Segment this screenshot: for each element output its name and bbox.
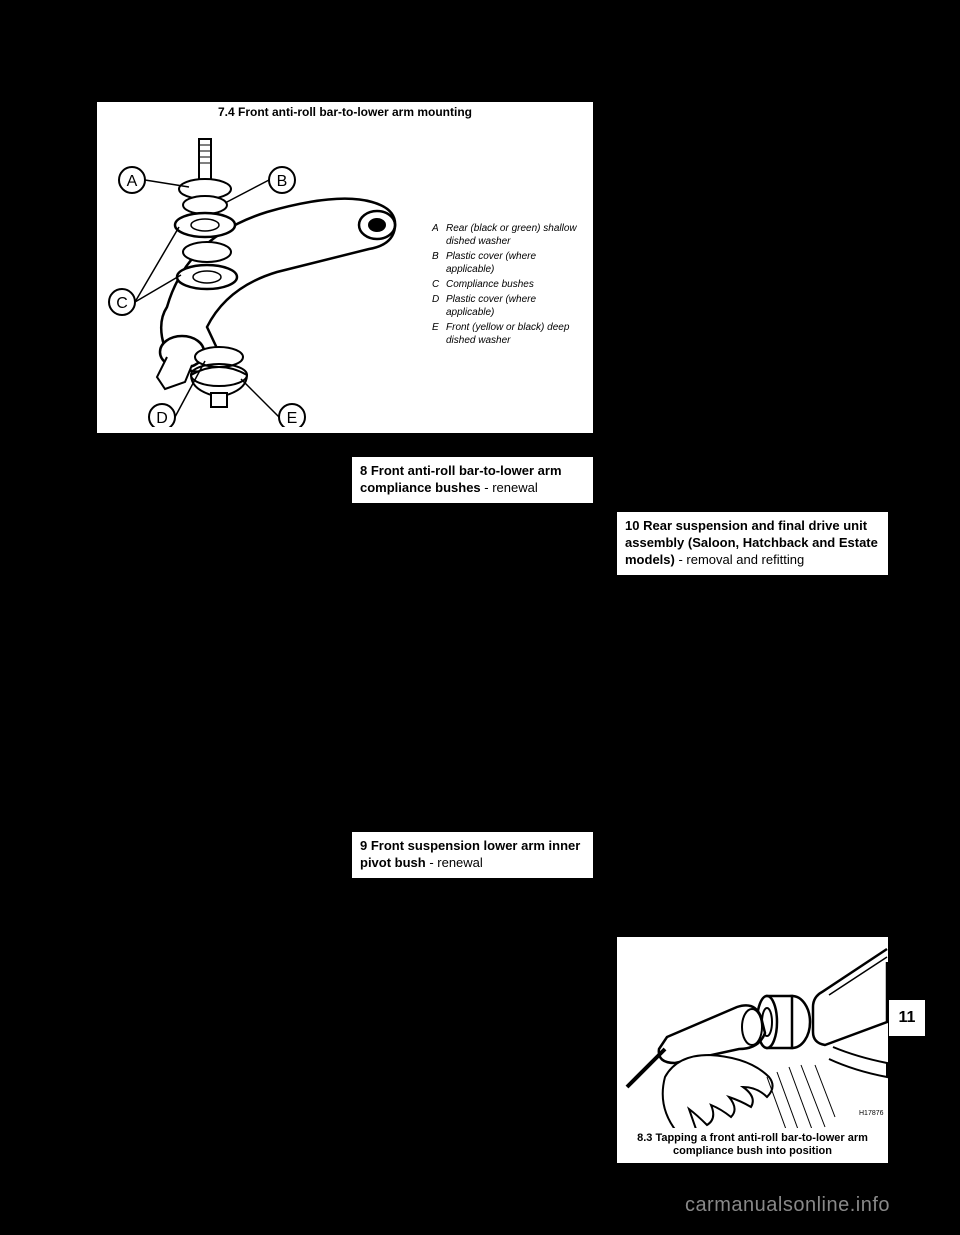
section-number: 9 bbox=[360, 838, 367, 853]
legend-text: Plastic cover (where applicable) bbox=[446, 293, 587, 319]
chapter-tab: 11 bbox=[889, 1000, 925, 1036]
legend-text: Compliance bushes bbox=[446, 278, 534, 291]
figure-bottom-caption: 8.3 Tapping a front anti-roll bar-to-low… bbox=[615, 1128, 890, 1166]
legend-key: C bbox=[432, 278, 446, 291]
diagram-tapping-bush: H17876 bbox=[617, 937, 888, 1132]
legend-row: EFront (yellow or black) deep dished was… bbox=[432, 321, 587, 347]
legend-row: DPlastic cover (where applicable) bbox=[432, 293, 587, 319]
legend-text: Front (yellow or black) deep dished wash… bbox=[446, 321, 587, 347]
section-title-normal: - renewal bbox=[426, 855, 483, 870]
figure-ref-code: H17876 bbox=[859, 1110, 884, 1117]
section-title-normal: - removal and refitting bbox=[675, 552, 804, 567]
section-header-10: 10 Rear suspension and final drive unit … bbox=[615, 510, 890, 577]
section-number: 10 bbox=[625, 518, 639, 533]
svg-text:E: E bbox=[287, 410, 298, 427]
svg-text:C: C bbox=[116, 295, 128, 312]
section-header-8: 8 Front anti-roll bar-to-lower arm compl… bbox=[350, 455, 595, 505]
legend-row: BPlastic cover (where applicable) bbox=[432, 250, 587, 276]
section-number: 8 bbox=[360, 463, 367, 478]
legend-text: Rear (black or green) shallow dished was… bbox=[446, 222, 587, 248]
legend-key: A bbox=[432, 222, 446, 248]
figure-top-caption: 7.4 Front anti-roll bar-to-lower arm mou… bbox=[95, 105, 595, 119]
diagram-lower-arm: A B C D E bbox=[107, 127, 427, 427]
footer-watermark: carmanualsonline.info bbox=[685, 1194, 890, 1217]
legend-row: CCompliance bushes bbox=[432, 278, 587, 291]
legend-row: ARear (black or green) shallow dished wa… bbox=[432, 222, 587, 248]
section-header-9: 9 Front suspension lower arm inner pivot… bbox=[350, 830, 595, 880]
legend-text: Plastic cover (where applicable) bbox=[446, 250, 587, 276]
legend-key: D bbox=[432, 293, 446, 319]
legend-key: B bbox=[432, 250, 446, 276]
legend-key: E bbox=[432, 321, 446, 347]
figure-top-content: A B C D E ARear (black or green) shallow… bbox=[97, 102, 593, 433]
figure-top: A B C D E ARear (black or green) shallow… bbox=[95, 100, 595, 435]
svg-text:B: B bbox=[277, 173, 288, 190]
svg-text:D: D bbox=[156, 410, 168, 427]
svg-text:A: A bbox=[127, 173, 138, 190]
figure-top-legend: ARear (black or green) shallow dished wa… bbox=[432, 222, 587, 349]
section-title-normal: - renewal bbox=[481, 480, 538, 495]
